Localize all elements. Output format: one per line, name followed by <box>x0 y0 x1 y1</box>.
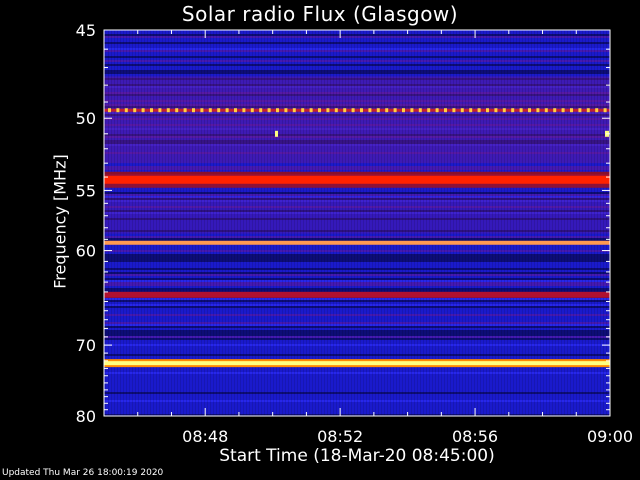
y-tick-label: 70 <box>76 336 96 355</box>
spectrogram-texture <box>104 30 610 416</box>
y-tick-label: 50 <box>76 109 96 128</box>
updated-timestamp: Updated Thu Mar 26 18:00:19 2020 <box>2 468 164 478</box>
band-dot <box>570 108 573 113</box>
band-dot <box>486 108 489 113</box>
band-dot <box>410 108 414 113</box>
band-dot <box>536 108 540 113</box>
plot-border <box>103 29 611 417</box>
x-tick-label: 08:56 <box>452 427 498 446</box>
band-dot <box>418 108 422 113</box>
y-axis-ticks: 45 50 55 60 70 80 <box>76 21 610 426</box>
emission-bands <box>104 108 610 368</box>
band-dark-red <box>104 291 610 298</box>
band-orange <box>104 240 610 245</box>
band-dot <box>242 108 246 113</box>
band-dot <box>553 108 557 113</box>
band-dot <box>544 108 548 113</box>
band-dot <box>108 108 111 113</box>
band-dot <box>427 108 431 113</box>
band-dot <box>385 108 389 113</box>
band-dot <box>217 108 221 113</box>
band-dot <box>351 108 355 113</box>
band-dot <box>578 108 582 113</box>
band-dot <box>393 108 397 113</box>
band-dotted-base <box>104 108 610 112</box>
band-dot <box>158 108 162 113</box>
band-dot <box>267 108 271 113</box>
band-dot <box>595 108 599 113</box>
band-dot <box>343 108 347 113</box>
y-tick-label: 45 <box>76 21 96 40</box>
band-dot <box>519 108 523 113</box>
band-red <box>104 175 610 184</box>
x-axis-label: Start Time (18-Mar-20 08:45:00) <box>219 446 495 466</box>
band-dot <box>318 108 321 113</box>
band-dot <box>250 108 254 113</box>
y-axis-label: Frequency [MHz] <box>50 154 70 289</box>
y-tick-label: 80 <box>76 407 96 426</box>
band-dot <box>208 108 212 113</box>
plot-frame <box>103 29 611 417</box>
band-dot <box>469 108 473 113</box>
x-axis-ticks: 08:48 08:52 08:56 09:00 <box>137 30 633 446</box>
band-dot <box>402 108 405 113</box>
band-dot <box>141 108 145 113</box>
band-dot <box>192 108 195 113</box>
band-dot <box>133 108 137 113</box>
band-dot <box>326 108 330 113</box>
band-dot <box>561 108 565 113</box>
band-dot <box>276 108 279 113</box>
band-dot <box>586 108 590 113</box>
band-dot <box>116 108 120 113</box>
band-dot <box>234 108 237 113</box>
band-dot <box>175 108 179 113</box>
burst-mark <box>275 130 278 137</box>
band-dot <box>511 108 515 113</box>
band-dot <box>603 108 607 113</box>
spectrogram-area <box>104 30 610 416</box>
x-tick-label: 08:48 <box>182 427 228 446</box>
band-dot <box>301 108 305 113</box>
x-tick-label: 08:52 <box>317 427 363 446</box>
band-dot <box>334 108 338 113</box>
band-dot <box>309 108 313 113</box>
band-dot <box>166 108 170 113</box>
band-dot <box>444 108 447 113</box>
band-dot <box>284 108 288 113</box>
x-tick-label: 09:00 <box>587 427 633 446</box>
band-dot <box>259 108 263 113</box>
band-dot <box>368 108 372 113</box>
band-dot <box>477 108 481 113</box>
band-dot <box>225 108 229 113</box>
band-dot <box>292 108 296 113</box>
band-dot <box>460 108 464 113</box>
band-dot <box>200 108 204 113</box>
band-dot <box>124 108 128 113</box>
band-dot <box>376 108 380 113</box>
band-dot <box>528 108 531 113</box>
band-dot <box>494 108 498 113</box>
band-dot <box>502 108 506 113</box>
band-dot <box>183 108 187 113</box>
band-yellow <box>104 361 610 366</box>
band-dot <box>452 108 456 113</box>
band-dot <box>360 108 363 113</box>
chart-title: Solar radio Flux (Glasgow) <box>181 2 459 26</box>
y-tick-label: 60 <box>76 242 96 261</box>
band-dot <box>150 108 153 113</box>
y-tick-label: 55 <box>76 181 96 200</box>
band-dot <box>435 108 439 113</box>
